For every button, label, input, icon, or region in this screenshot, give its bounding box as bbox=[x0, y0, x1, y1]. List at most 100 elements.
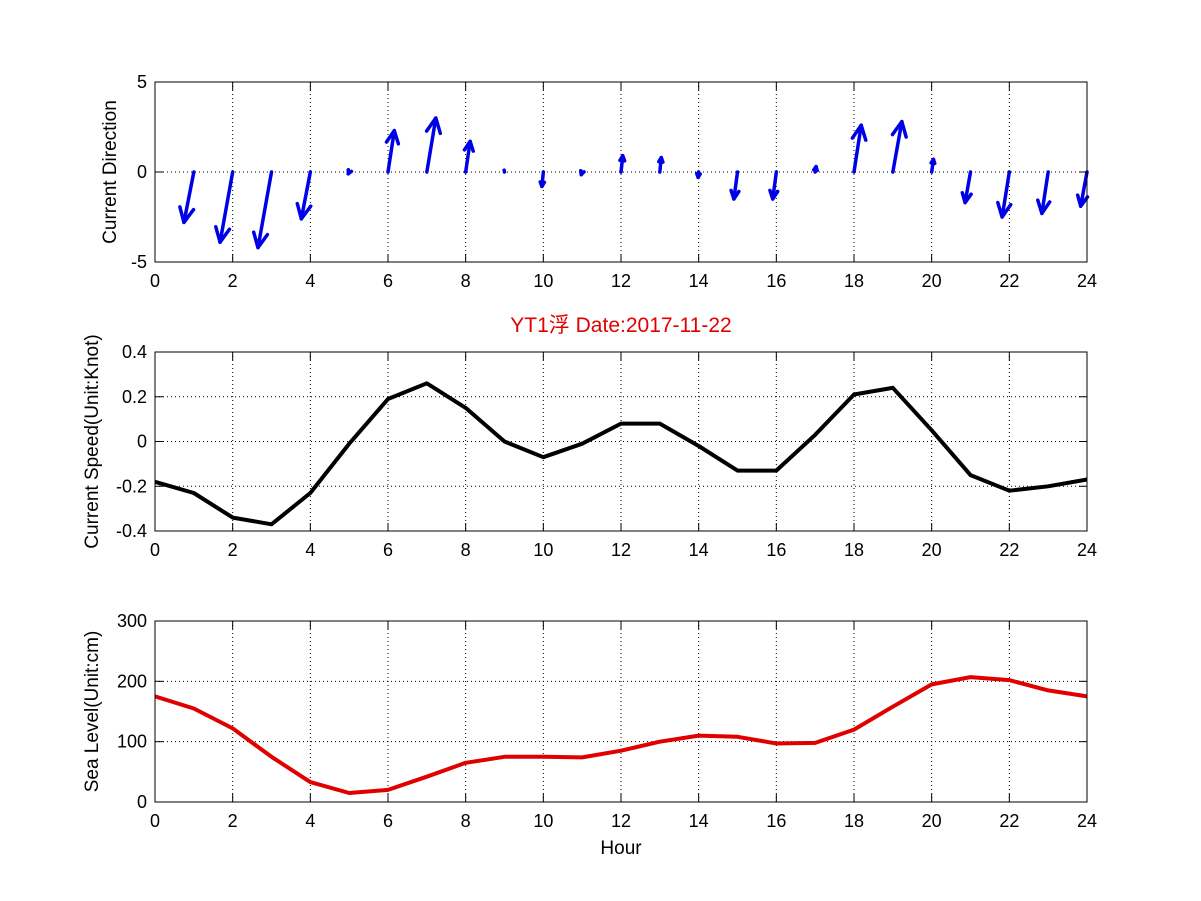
direction-arrow bbox=[538, 170, 547, 189]
direction-arrow bbox=[695, 170, 702, 180]
arrow-shaft bbox=[182, 170, 196, 225]
arrow-head bbox=[618, 154, 627, 163]
arrow-head bbox=[214, 225, 232, 244]
arrow-head bbox=[295, 201, 313, 221]
x-tick-label: 6 bbox=[383, 540, 393, 560]
direction-arrow bbox=[384, 128, 401, 174]
y-tick-label: -5 bbox=[131, 252, 147, 272]
x-tick-label: 16 bbox=[766, 540, 786, 560]
direction-arrow bbox=[960, 170, 973, 205]
x-tick-label: 8 bbox=[461, 271, 471, 291]
y-tick-label: 5 bbox=[137, 72, 147, 92]
x-tick-label: 20 bbox=[922, 271, 942, 291]
x-tick-label: 22 bbox=[999, 811, 1019, 831]
x-tick-label: 2 bbox=[228, 811, 238, 831]
y-axis-label: Current Speed(Unit:Knot) bbox=[82, 334, 103, 548]
x-tick-label: 14 bbox=[689, 540, 709, 560]
arrow-head bbox=[890, 119, 908, 139]
y-tick-label: 300 bbox=[117, 611, 147, 631]
y-tick-label: -0.2 bbox=[116, 476, 147, 496]
arrow-shaft bbox=[732, 170, 740, 201]
direction-arrow bbox=[295, 170, 313, 221]
arrow-head bbox=[178, 205, 196, 225]
x-tick-label: 6 bbox=[383, 271, 393, 291]
arrow-shaft bbox=[963, 170, 973, 205]
arrow-shaft bbox=[1040, 170, 1050, 216]
x-tick-label: 0 bbox=[150, 811, 160, 831]
arrow-shaft bbox=[425, 116, 438, 174]
x-tick-label: 4 bbox=[305, 540, 315, 560]
direction-arrow bbox=[462, 139, 475, 174]
x-tick-label: 16 bbox=[766, 271, 786, 291]
x-tick-label: 22 bbox=[999, 540, 1019, 560]
arrow-shaft bbox=[852, 123, 863, 174]
arrow-shaft bbox=[386, 128, 397, 174]
y-axis-label: Current Direction bbox=[100, 100, 121, 244]
plot-area bbox=[155, 621, 1087, 802]
x-tick-label: 18 bbox=[844, 271, 864, 291]
figure-title: YT1浮 Date:2017-11-22 bbox=[510, 314, 731, 337]
arrow-shaft bbox=[770, 170, 779, 201]
direction-arrow bbox=[579, 168, 586, 177]
arrow-head bbox=[850, 123, 868, 142]
direction-arrow bbox=[618, 154, 627, 174]
arrow-shaft bbox=[1000, 170, 1012, 219]
arrow-head bbox=[251, 230, 270, 250]
direction-arrow bbox=[424, 116, 443, 174]
x-tick-label: 20 bbox=[922, 540, 942, 560]
arrow-head bbox=[695, 171, 702, 180]
arrow-head bbox=[384, 128, 401, 146]
arrow-head bbox=[538, 180, 547, 189]
y-tick-label: 0 bbox=[137, 432, 147, 452]
direction-arrow bbox=[1036, 170, 1052, 216]
x-tick-label: 24 bbox=[1077, 540, 1097, 560]
arrow-shaft bbox=[1078, 170, 1089, 208]
arrow-head bbox=[1075, 193, 1090, 208]
x-tick-label: 12 bbox=[611, 811, 631, 831]
x-tick-label: 10 bbox=[533, 811, 553, 831]
x-tick-label: 22 bbox=[999, 271, 1019, 291]
direction-arrow bbox=[657, 155, 665, 174]
direction-arrow bbox=[850, 123, 868, 174]
arrow-head bbox=[996, 200, 1013, 219]
arrow-head bbox=[657, 155, 665, 164]
arrow-head bbox=[812, 164, 819, 173]
x-tick-label: 10 bbox=[533, 271, 553, 291]
x-tick-label: 8 bbox=[461, 811, 471, 831]
x-tick-label: 4 bbox=[305, 271, 315, 291]
y-tick-label: 0 bbox=[137, 162, 147, 182]
arrow-shaft bbox=[299, 170, 313, 221]
x-tick-label: 2 bbox=[228, 271, 238, 291]
x-tick-label: 4 bbox=[305, 811, 315, 831]
y-axis-label: Sea Level(Unit:cm) bbox=[82, 631, 103, 793]
direction-arrow bbox=[929, 157, 937, 174]
x-tick-label: 0 bbox=[150, 271, 160, 291]
arrow-head bbox=[462, 139, 475, 153]
direction-arrow bbox=[178, 170, 196, 225]
direction-arrow bbox=[729, 170, 741, 201]
direction-arrow bbox=[346, 168, 354, 176]
x-tick-label: 18 bbox=[844, 540, 864, 560]
arrow-head bbox=[424, 116, 443, 136]
arrow-head bbox=[768, 188, 780, 201]
arrow-head bbox=[960, 190, 973, 205]
x-tick-label: 14 bbox=[689, 271, 709, 291]
arrow-shaft bbox=[218, 170, 235, 244]
y-tick-label: 0.2 bbox=[122, 387, 147, 407]
arrow-shaft bbox=[891, 119, 904, 174]
x-axis-label: Hour bbox=[600, 838, 642, 859]
x-tick-label: 20 bbox=[922, 811, 942, 831]
direction-arrow bbox=[890, 119, 908, 174]
y-tick-label: 0 bbox=[137, 792, 147, 812]
arrow-head bbox=[1036, 198, 1052, 216]
x-tick-label: 12 bbox=[611, 271, 631, 291]
y-tick-label: 200 bbox=[117, 671, 147, 691]
y-tick-label: -0.4 bbox=[116, 521, 147, 541]
x-tick-label: 2 bbox=[228, 540, 238, 560]
direction-arrow bbox=[214, 170, 235, 244]
direction-arrow bbox=[251, 170, 274, 250]
y-tick-label: 0.4 bbox=[122, 342, 147, 362]
direction-arrow bbox=[768, 170, 780, 201]
